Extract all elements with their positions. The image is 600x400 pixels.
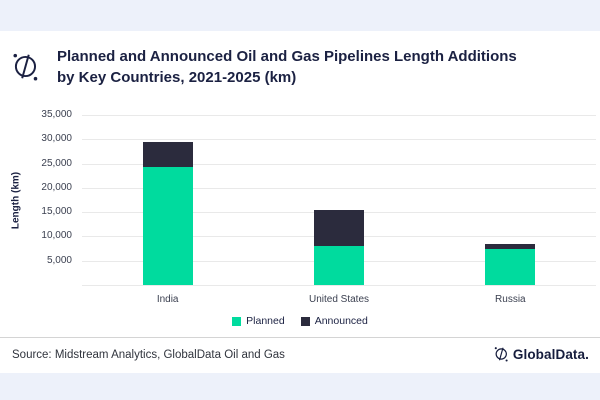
- footer-divider: [0, 337, 600, 338]
- gridline-0: [82, 285, 596, 286]
- y-tick-label: 35,000: [41, 109, 72, 120]
- bar-russia: [485, 115, 536, 285]
- bar-united-states: [314, 115, 364, 285]
- gridline-25000: [82, 163, 596, 165]
- bottom-band: [0, 373, 600, 400]
- brand-name: GlobalData.: [512, 346, 589, 362]
- bar-segment-announced: [485, 244, 536, 249]
- bar-segment-planned: [142, 167, 193, 285]
- y-tick-label: 15,000: [41, 206, 72, 218]
- plot-area: [82, 115, 596, 286]
- plot-wrap: 35,000 30,000 25,000 20,000 15,000 10,000 5,00…: [0, 109, 600, 286]
- x-axis-labels: India United States Russia: [0, 294, 600, 308]
- bar-segment-planned: [314, 245, 364, 285]
- legend: Planned Announced: [0, 315, 600, 327]
- y-tick-label: 10,000: [41, 230, 72, 242]
- x-tick-label: United States: [308, 294, 370, 305]
- chart-title: Planned and Announced Oil and Gas Pipeli…: [57, 46, 589, 88]
- bar-segment-planned: [485, 248, 536, 285]
- source-text: Source: Midstream Analytics, GlobalData …: [12, 349, 285, 361]
- brand-lockup: GlobalData.: [493, 345, 589, 363]
- globaldata-compass-icon: [13, 53, 38, 81]
- gridline-30000: [82, 139, 596, 141]
- legend-swatch-icon: [232, 316, 242, 326]
- y-tick-label: 5,000: [46, 254, 72, 266]
- y-tick-label: 30,000: [41, 133, 72, 145]
- legend-item-announced: Announced: [300, 315, 368, 327]
- gridline-35000: [82, 115, 596, 116]
- bar-segment-announced: [314, 209, 364, 246]
- bar-india: [142, 115, 193, 285]
- y-tick-label: 25,000: [41, 157, 72, 169]
- legend-label: Announced: [314, 315, 368, 327]
- chart-title-line2: by Key Countries, 2021-2025 (km): [57, 69, 297, 86]
- chart-title-line1: Planned and Announced Oil and Gas Pipeli…: [57, 48, 517, 65]
- gridline-20000: [82, 187, 596, 189]
- legend-swatch-icon: [300, 316, 310, 326]
- x-tick-label: India: [156, 294, 179, 305]
- x-tick-label: Russia: [495, 294, 526, 305]
- globaldata-compass-icon-small: [494, 347, 508, 362]
- top-band: [0, 0, 600, 31]
- legend-item-planned: Planned: [232, 315, 285, 327]
- legend-label: Planned: [246, 315, 285, 327]
- bar-segment-announced: [142, 142, 193, 168]
- y-tick-label: 20,000: [41, 181, 72, 193]
